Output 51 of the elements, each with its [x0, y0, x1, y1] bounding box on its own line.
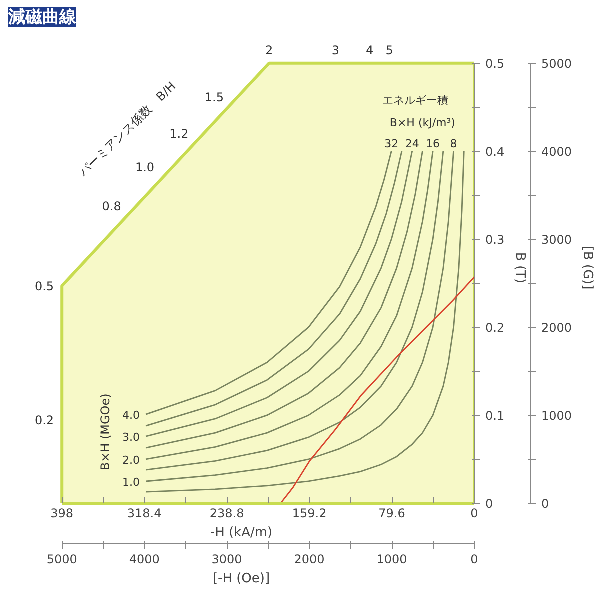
y-axis-title: B (T) [512, 252, 528, 284]
y2-axis-title: [B (G)] [580, 246, 596, 290]
x2-tick-label: 2000 [294, 552, 325, 566]
annotation: 16 [426, 137, 440, 150]
y2-tick-label: 3000 [542, 232, 572, 247]
y2-tick-label: 0 [542, 497, 550, 511]
text: 2 [266, 44, 274, 58]
y2-tick-label: 4000 [542, 144, 572, 159]
x-tick-label: 79.6 [378, 506, 406, 520]
text: 3 [332, 44, 340, 58]
annotation: エネルギー積 [382, 94, 448, 107]
x2-tick-label: 0 [470, 552, 478, 566]
text: 0.2 [34, 413, 54, 428]
text: 5 [386, 44, 394, 58]
annotation: 24 [405, 137, 420, 150]
y-tick-label: 0.4 [486, 144, 505, 159]
y2-tick-label: 5000 [542, 56, 572, 71]
x2-tick-label: 5000 [46, 552, 78, 566]
annotation: 1.0 [122, 476, 140, 489]
y2-tick-label: 1000 [542, 408, 572, 423]
y-tick-label: 0.5 [486, 56, 505, 71]
x-tick-label: 238.8 [210, 506, 244, 520]
annotation: 32 [384, 137, 399, 150]
line-series [280, 276, 474, 504]
annotation: B×H (kJ/m³) [390, 116, 456, 130]
annotation: 1.0 [135, 160, 155, 175]
y2-tick-label: 2000 [542, 320, 572, 335]
text: 0.5 [34, 280, 54, 294]
text: 4 [366, 44, 374, 58]
annotation: 8 [450, 137, 458, 150]
x-tick-label: 318.4 [127, 506, 162, 520]
chart-title: 減磁曲線 [8, 8, 78, 28]
x-tick-label: 398 [50, 506, 74, 520]
x-tick-label: 159.2 [292, 506, 327, 520]
x2-tick-label: 1000 [376, 552, 408, 566]
annotation: 3.0 [122, 431, 140, 444]
annotation: B×H (MGOe) [98, 394, 113, 471]
x2-tick-label: 3000 [212, 552, 242, 566]
y-tick-label: 0 [486, 497, 494, 511]
annotation: 4.0 [122, 409, 140, 422]
y-tick-label: 0.2 [486, 320, 505, 335]
y-tick-label: 0.3 [486, 232, 505, 247]
annotation: 1.5 [204, 90, 224, 104]
y-tick-label: 0.1 [486, 408, 505, 423]
annotation: 2.0 [122, 454, 140, 467]
x-axis-title: -H (kA/m) [210, 526, 273, 540]
x-tick-label: 0 [470, 506, 478, 520]
x2-axis-title: [-H (Oe)] [212, 572, 270, 586]
x2-tick-label: 4000 [129, 552, 160, 566]
annotation: 1.2 [170, 127, 189, 142]
annotation: 0.8 [102, 199, 122, 214]
